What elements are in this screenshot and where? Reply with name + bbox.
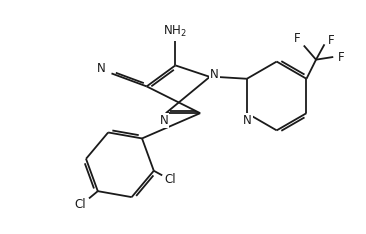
Text: Cl: Cl xyxy=(164,173,176,186)
Text: N: N xyxy=(97,62,106,75)
Text: Cl: Cl xyxy=(75,198,86,211)
Text: F: F xyxy=(328,34,335,47)
Text: F: F xyxy=(337,51,344,64)
Text: N: N xyxy=(243,113,252,127)
Text: N: N xyxy=(210,68,219,81)
Text: N: N xyxy=(160,113,168,127)
Text: NH$_2$: NH$_2$ xyxy=(163,24,187,39)
Text: F: F xyxy=(294,32,300,45)
